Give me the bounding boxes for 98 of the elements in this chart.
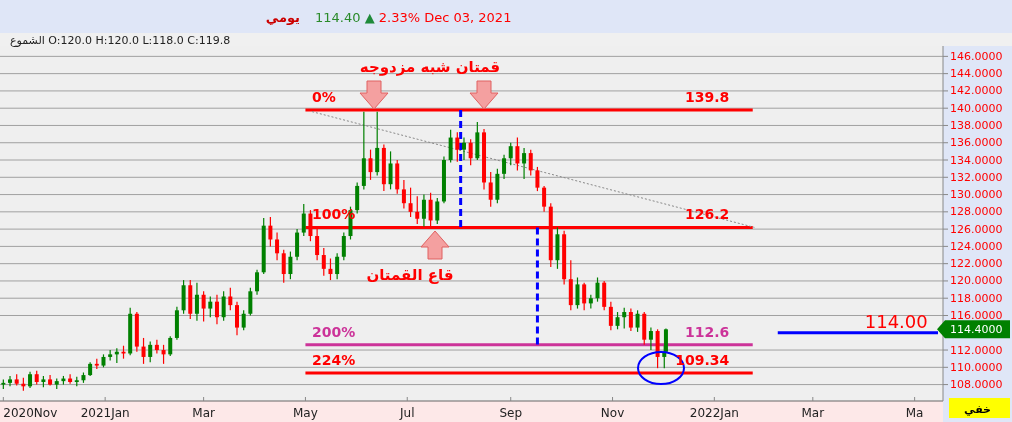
annotation: 224% (312, 351, 356, 368)
candlestick (221, 290, 226, 322)
annotation: 0% (312, 88, 336, 105)
candlestick (448, 129, 453, 164)
text: ▲ (364, 10, 375, 25)
candlestick (648, 326, 653, 351)
y-tick-label: 118.0000 (950, 291, 1003, 305)
candlestick (455, 131, 460, 163)
candlestick (141, 337, 146, 365)
candlestick (528, 149, 533, 177)
candlestick (515, 136, 520, 171)
y-tick-label: 110.0000 (950, 360, 1003, 374)
candlestick (301, 203, 306, 237)
candlestick (502, 154, 507, 180)
candlestick (341, 231, 346, 261)
annotation: قمتان شبه مزدوجه (359, 58, 501, 76)
x-tick-label: Ma (905, 406, 924, 420)
annotation: 112.6 (685, 323, 730, 340)
candlestick (401, 179, 406, 209)
candlestick (255, 269, 260, 296)
y-tick-label: 124.0000 (950, 239, 1003, 253)
y-tick-label: 144.0000 (950, 67, 1003, 81)
candlestick (161, 344, 166, 365)
candlestick (208, 295, 213, 318)
text: 114.4000 (950, 323, 1003, 337)
y-tick-label: 146.0000 (950, 49, 1003, 63)
y-tick-label: 122.0000 (950, 257, 1003, 271)
x-tick-label: Mar (801, 406, 825, 420)
candlestick (635, 309, 640, 333)
candlestick (575, 276, 580, 310)
candlestick (288, 250, 293, 280)
annotation: الشموع O:120.0 H:120.0 L:118.0 C:119.8 (10, 34, 231, 47)
candlestick (435, 197, 440, 225)
candlestick (275, 231, 280, 261)
candlestick (228, 287, 233, 311)
text: 2.33% (378, 10, 421, 25)
candlestick (535, 166, 540, 192)
x-tick-label: 2021Jan (80, 406, 130, 420)
candlestick (248, 287, 253, 317)
x-tick-label: Sep (499, 406, 523, 420)
text: Dec 03, 2021 (424, 10, 512, 25)
annotation: 126.2 (685, 206, 730, 223)
y-tick-label: 140.0000 (950, 101, 1003, 115)
candlestick (488, 171, 493, 208)
candlestick (268, 216, 273, 247)
candlestick (461, 136, 466, 161)
candlestick (415, 195, 420, 225)
candlestick (542, 185, 547, 213)
candlestick (328, 257, 333, 281)
y-tick-label: 142.0000 (950, 84, 1003, 98)
candlestick (235, 301, 239, 336)
candlestick (201, 290, 206, 323)
annotation: 139.8 (685, 88, 730, 105)
candlestick (148, 340, 153, 363)
candlestick (368, 149, 373, 181)
candlestick (388, 150, 393, 190)
y-tick-label: 132.0000 (950, 170, 1003, 184)
candlestick (421, 193, 426, 228)
text: 114.40 (315, 10, 361, 25)
y-tick-label: 116.0000 (950, 308, 1003, 322)
y-tick-label: 120.0000 (950, 274, 1003, 288)
candlestick (335, 252, 340, 280)
candlestick (194, 282, 199, 322)
candlestick (622, 307, 627, 330)
y-tick-label: 138.0000 (950, 118, 1003, 132)
y-tick-label: 112.0000 (950, 343, 1003, 357)
candlestick (522, 147, 527, 180)
candlestick (595, 276, 600, 303)
x-tick-label: Mar (192, 406, 216, 420)
y-tick-label: 126.0000 (950, 222, 1003, 236)
candlestick (281, 249, 286, 284)
candlestick (582, 282, 587, 311)
chart-title: يومي (265, 10, 300, 25)
y-tick-label: 108.0000 (950, 378, 1003, 392)
candlestick (508, 142, 513, 166)
x-tick-label: 2022Jan (689, 406, 739, 420)
candlestick (168, 335, 173, 357)
candlestick (468, 138, 473, 166)
x-tick-label: May (293, 406, 318, 420)
candlestick (8, 375, 13, 387)
x-tick-label: Nov (600, 406, 625, 420)
x-tick-label: Jul (399, 406, 415, 420)
candlestick (408, 187, 413, 218)
y-tick-label: 130.0000 (950, 188, 1003, 202)
candlestick (214, 294, 219, 325)
annotation: 200% (312, 323, 356, 340)
annotation: قاع القمتان (366, 266, 454, 284)
candlestick (154, 339, 159, 355)
text: خفي (964, 403, 991, 416)
candlestick (321, 247, 326, 277)
y-tick-label: 134.0000 (950, 153, 1003, 167)
y-tick-label: 136.0000 (950, 136, 1003, 150)
annotation: 114.00 (864, 310, 928, 332)
candlestick (241, 309, 246, 331)
candlestick (608, 301, 613, 331)
x-tick-label: 2020Nov (3, 406, 58, 420)
candlestick (628, 307, 633, 332)
y-tick-label: 128.0000 (950, 205, 1003, 219)
